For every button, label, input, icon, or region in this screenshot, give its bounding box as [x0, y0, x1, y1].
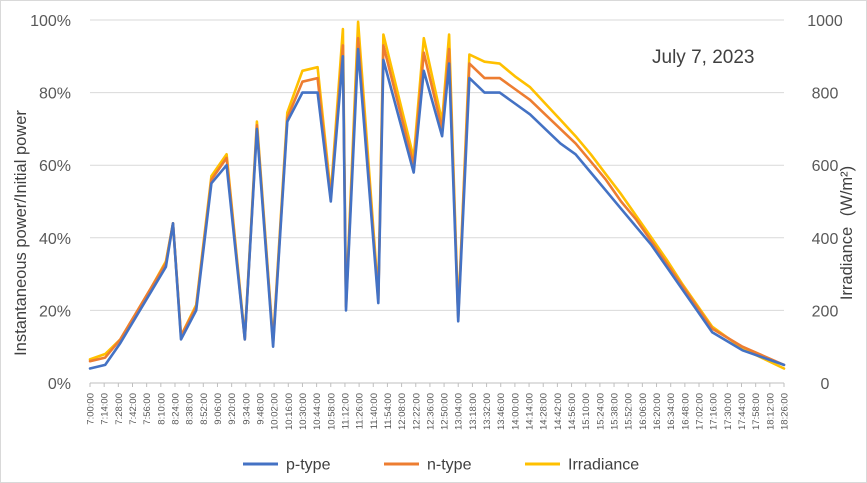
left-tick-label: 40% [39, 231, 71, 248]
x-tick-label: 11:54:00 [383, 393, 394, 429]
x-tick-label: 10:30:00 [298, 393, 309, 430]
x-tick-label: 11:12:00 [340, 393, 351, 429]
right-axis-title: Irradiance (W/m²) [838, 166, 856, 300]
right-tick-label: 0 [821, 376, 830, 393]
x-tick-label: 16:34:00 [666, 393, 677, 430]
x-tick-label: 7:42:00 [128, 393, 139, 425]
x-tick-label: 14:42:00 [553, 393, 564, 430]
x-tick-label: 14:14:00 [525, 393, 536, 430]
legend-label-n-type: n-type [427, 457, 472, 474]
x-tick-label: 7:56:00 [142, 393, 153, 425]
x-tick-label: 11:26:00 [355, 393, 366, 429]
left-tick-label: 0% [48, 376, 71, 393]
right-tick-label: 1000 [807, 13, 843, 30]
x-tick-label: 12:50:00 [440, 393, 451, 430]
x-tick-label: 13:32:00 [482, 393, 493, 430]
x-tick-label: 17:44:00 [737, 393, 748, 430]
x-tick-label: 13:18:00 [468, 393, 479, 430]
x-tick-label: 13:46:00 [496, 393, 507, 430]
x-tick-label: 13:04:00 [454, 393, 465, 430]
x-tick-label: 10:58:00 [326, 393, 337, 430]
x-tick-label: 17:58:00 [751, 393, 762, 430]
x-tick-label: 15:52:00 [624, 393, 635, 430]
x-tick-label: 14:56:00 [567, 393, 578, 430]
legend-label-irradiance: Irradiance [568, 457, 639, 474]
x-tick-label: 7:14:00 [100, 393, 111, 425]
x-tick-label: 18:26:00 [780, 393, 791, 430]
series-lines [88, 20, 786, 370]
right-tick-label: 600 [812, 158, 839, 175]
x-tick-label: 15:10:00 [581, 393, 592, 430]
right-axis-title-unit: (W/m²) [838, 166, 856, 216]
left-axis-title: Instantaneous power/Initial power [12, 110, 30, 356]
left-axis-ticks: 0% 20% 40% 60% 80% 100% [30, 13, 71, 393]
x-tick-label: 12:36:00 [425, 393, 436, 430]
x-tick-label: 9:20:00 [227, 393, 238, 425]
x-tick-label: 10:44:00 [312, 393, 323, 430]
date-annotation: July 7, 2023 [652, 47, 754, 68]
left-tick-label: 20% [39, 303, 71, 320]
x-tick-label: 9:48:00 [255, 393, 266, 425]
x-tick-label: 14:28:00 [539, 393, 550, 430]
x-tick-label: 9:06:00 [213, 393, 224, 425]
series-line-p-type [88, 47, 786, 370]
x-axis-ticks: 7:00:00 7:14:00 7:28:00 7:42:00 7:56:00 8:10:… [86, 383, 791, 430]
x-tick-label: 15:38:00 [610, 393, 621, 430]
x-tick-label: 8:52:00 [199, 393, 210, 425]
right-axis-ticks: 0 200 400 600 800 1000 [807, 13, 843, 393]
x-tick-label: 9:34:00 [241, 393, 252, 425]
x-tick-label: 12:08:00 [397, 393, 408, 430]
x-tick-label: 16:06:00 [638, 393, 649, 430]
right-axis-title-main: Irradiance [838, 227, 856, 300]
x-tick-label: 17:16:00 [709, 393, 720, 430]
x-tick-label: 7:28:00 [114, 393, 125, 425]
x-tick-label: 18:12:00 [765, 393, 776, 430]
left-tick-label: 60% [39, 158, 71, 175]
right-tick-label: 200 [812, 303, 839, 320]
x-tick-label: 8:10:00 [156, 393, 167, 425]
x-tick-label: 16:48:00 [680, 393, 691, 430]
x-tick-label: 7:00:00 [86, 393, 97, 425]
legend-label-p-type: p-type [286, 457, 331, 474]
x-tick-label: 10:02:00 [270, 393, 281, 430]
right-tick-label: 400 [812, 231, 839, 248]
x-tick-label: 8:38:00 [185, 393, 196, 425]
x-tick-label: 15:24:00 [595, 393, 606, 430]
x-tick-label: 8:24:00 [170, 393, 181, 425]
x-tick-label: 14:00:00 [510, 393, 521, 430]
right-tick-label: 800 [812, 86, 839, 103]
legend: p-type n-type Irradiance [243, 457, 639, 474]
x-tick-label: 16:20:00 [652, 393, 663, 430]
x-tick-label: 12:22:00 [411, 393, 422, 430]
x-tick-label: 17:02:00 [695, 393, 706, 430]
x-tick-label: 10:16:00 [284, 393, 295, 430]
left-tick-label: 100% [30, 13, 71, 30]
x-tick-label: 11:40:00 [369, 393, 380, 429]
x-tick-label: 17:30:00 [723, 393, 734, 430]
left-tick-label: 80% [39, 86, 71, 103]
